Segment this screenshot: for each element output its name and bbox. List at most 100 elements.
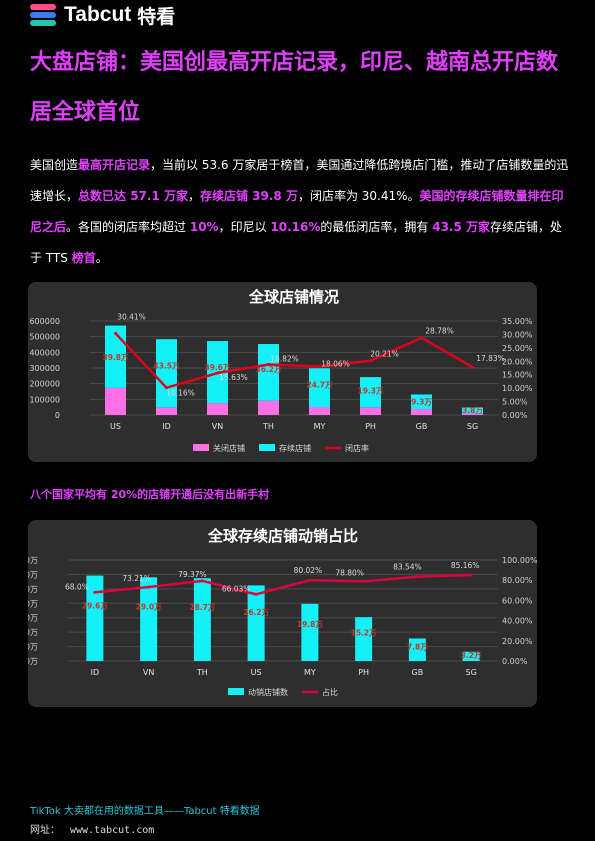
line-data-label: 68.0% xyxy=(65,582,89,591)
bar-存续店铺 xyxy=(462,407,483,414)
y-left-tick-label: 10.0万 xyxy=(28,628,38,637)
chart-active-ratio: 全球存续店铺动销占比 0.0万 5.0万 10.0万 15.0万 20.0万 25.0万 30… xyxy=(28,527,537,697)
y-left-tick-label: 200000 xyxy=(29,380,60,389)
y-right-tick-label: 25.00% xyxy=(502,344,533,353)
x-tick-label: GB xyxy=(412,668,424,677)
x-tick-label: ID xyxy=(91,668,100,677)
intro-text: 存续店铺，处于 TTS xyxy=(30,220,563,265)
bar-data-label: 26.2万 xyxy=(243,608,270,617)
intro-text: 美国创造 xyxy=(30,158,79,172)
y-left-tick-label: 400000 xyxy=(29,348,60,357)
footer-tagline: TikTok 大卖都在用的数据工具——Tabcut 特看数据 xyxy=(30,806,260,817)
footer-site: 网址： www.tabcut.com xyxy=(30,821,154,836)
y-right-tick-label: 5.00% xyxy=(502,398,528,407)
line-point xyxy=(420,336,423,340)
x-tick-label: SG xyxy=(465,668,476,677)
bar-关闭店铺 xyxy=(258,400,279,415)
page-headline: 大盘店铺：美国创最高开店记录，印尼、越南总开店数居全球首位 xyxy=(30,50,559,125)
x-tick-label: ID xyxy=(162,422,171,431)
bar-存续店铺 xyxy=(411,394,432,410)
intro-highlight: 总数已达 57.1 万家 xyxy=(78,189,188,203)
x-tick-label: GB xyxy=(416,422,428,431)
x-tick-label: US xyxy=(110,422,121,431)
bar-动销店铺数 xyxy=(86,575,104,661)
legend-label: 动销店铺数 xyxy=(248,687,288,697)
line-point xyxy=(318,364,321,368)
legend-label: 闭店率 xyxy=(345,443,369,453)
legend-label: 存续店铺 xyxy=(279,443,311,453)
legend-swatch xyxy=(259,444,275,451)
bar-data-label: 15.2万 xyxy=(351,628,378,637)
x-tick-label: SG xyxy=(467,422,478,431)
line-data-label: 85.16% xyxy=(451,561,480,570)
line-point xyxy=(267,362,270,366)
bar-data-label: 39.6万 xyxy=(204,363,231,372)
line-point xyxy=(114,331,117,335)
y-left-tick-label: 15.0万 xyxy=(28,614,38,623)
line-point xyxy=(254,592,258,596)
x-tick-label: US xyxy=(251,668,262,677)
bar-data-label: 39.8万 xyxy=(102,353,129,362)
y-left-tick-label: 500000 xyxy=(29,333,60,342)
bar-存续店铺 xyxy=(156,339,177,408)
bar-data-label: 19.3万 xyxy=(357,386,384,395)
y-left-tick-label: 0 xyxy=(55,411,60,420)
site-url-link[interactable]: www.tabcut.com xyxy=(70,825,155,836)
line-data-label: 73.21% xyxy=(122,574,151,583)
line-point xyxy=(308,578,312,582)
bar-关闭店铺 xyxy=(156,407,177,415)
bar-data-label: 3.8万 xyxy=(462,406,483,415)
line-占比 xyxy=(94,573,472,596)
line-data-label: 18.06% xyxy=(321,359,350,368)
bar-动销店铺数 xyxy=(408,638,426,661)
tabcut-logo-icon xyxy=(30,4,56,26)
y-left-tick-label: 30.0万 xyxy=(28,570,38,579)
y-right-tick-label: 40.00% xyxy=(502,617,533,626)
y-right-tick-label: 30.00% xyxy=(502,330,533,339)
bar-存续店铺 xyxy=(258,344,279,401)
line-data-label: 78.80% xyxy=(335,568,364,577)
intro-highlight: 43.5 万家 xyxy=(432,220,491,234)
x-tick-label: VN xyxy=(212,422,223,431)
x-tick-label: VN xyxy=(143,668,154,677)
x-tick-label: MY xyxy=(304,668,316,677)
y-left-tick-label: 25.0万 xyxy=(28,585,38,594)
bar-data-label: 28.7万 xyxy=(189,603,216,612)
line-闭店率 xyxy=(114,332,474,389)
y-left-tick-label: 0.0万 xyxy=(28,657,38,666)
line-point xyxy=(93,590,97,594)
line-point xyxy=(165,386,168,390)
y-left-tick-label: 600000 xyxy=(29,317,60,326)
intro-highlight: 美国的存续店铺数量排在印尼之后 xyxy=(30,189,564,234)
bar-动销店铺数 xyxy=(247,585,265,661)
y-right-tick-label: 15.00% xyxy=(502,371,533,380)
bar-data-label: 36.2万 xyxy=(255,365,282,374)
y-left-tick-label: 5.0万 xyxy=(28,643,38,652)
line-point xyxy=(362,579,366,583)
bar-data-label: 9.3万 xyxy=(411,398,432,407)
line-data-label: 18.82% xyxy=(270,354,299,363)
intro-highlight: 榜首 xyxy=(71,251,96,265)
section-subhead: 八个国家平均有 20%的店铺开通后没有出新手村 xyxy=(30,488,270,501)
line-point xyxy=(471,365,474,369)
intro-highlight: 最高开店记录 xyxy=(78,158,151,172)
intro-text: ，闭店率为 30.41%。 xyxy=(297,189,420,203)
bar-动销店铺数 xyxy=(140,577,158,661)
line-point xyxy=(147,585,151,589)
chart-panel-global-stores: 全球店铺情况 0 100000 200000 300000 400000 500000 600… xyxy=(28,282,537,462)
chart-global-stores: 全球店铺情况 0 100000 200000 300000 400000 500000 600… xyxy=(29,288,533,453)
y-right-tick-label: 35.00% xyxy=(502,317,533,326)
bar-data-label: 3.2万 xyxy=(461,651,482,660)
bar-存续店铺 xyxy=(360,377,381,408)
line-point xyxy=(369,359,372,363)
line-data-label: 17.83% xyxy=(476,354,505,363)
line-data-label: 15.63% xyxy=(219,373,248,382)
chart-title: 全球店铺情况 xyxy=(248,288,339,306)
intro-text: ， xyxy=(187,189,200,203)
intro-highlight: 存续店铺 39.8 万 xyxy=(200,189,298,203)
bar-data-label: 29.6万 xyxy=(82,601,109,610)
line-data-label: 79.37% xyxy=(178,570,207,579)
y-right-tick-label: 10.00% xyxy=(502,384,533,393)
intro-highlight: 10.16% xyxy=(270,220,321,234)
bar-data-label: 29.0万 xyxy=(136,603,163,612)
